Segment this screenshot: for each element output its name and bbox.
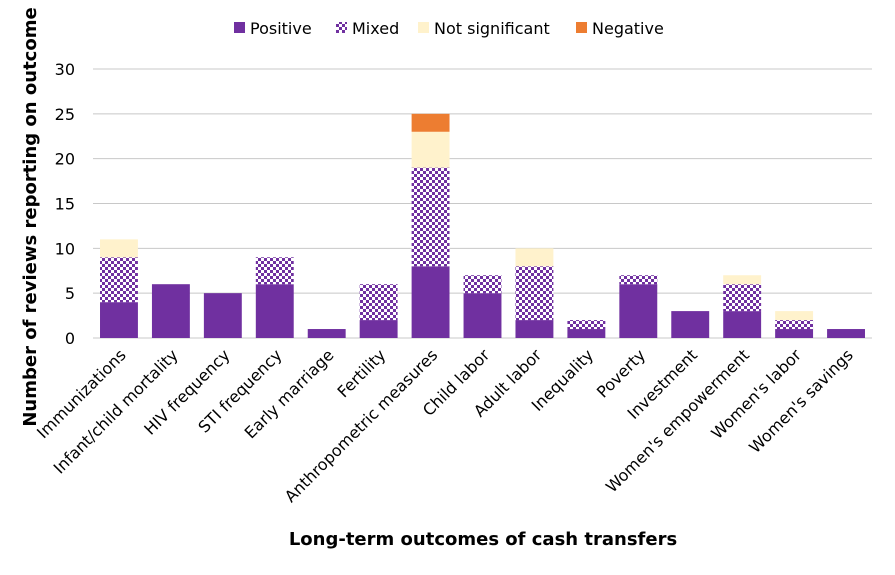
- bar-segment-mixed: [775, 320, 814, 330]
- legend-swatch-not-significant: [418, 22, 429, 33]
- legend-label: Positive: [250, 19, 312, 38]
- y-tick-label: 25: [55, 105, 75, 124]
- bar-segment-positive: [359, 320, 398, 338]
- bar-segment-mixed: [567, 320, 606, 330]
- bar-segment-mixed: [411, 167, 450, 267]
- bar-segment-not-significant: [775, 311, 814, 321]
- bar-segment-positive: [255, 284, 294, 338]
- bar-segment-positive: [723, 311, 762, 338]
- legend-swatch-positive: [234, 22, 245, 33]
- legend-swatch-mixed: [336, 22, 347, 33]
- x-tick-label: Early marriage: [241, 345, 338, 442]
- bar-segment-mixed: [463, 275, 502, 294]
- y-tick-label: 10: [55, 239, 75, 258]
- bar-segment-positive: [619, 284, 658, 338]
- x-tick-label: Immunizations: [33, 345, 130, 442]
- bar-segment-not-significant: [723, 275, 762, 285]
- bar-segment-mixed: [723, 284, 762, 312]
- y-tick-labels: 0 5 10 15 20 25 30: [55, 60, 75, 348]
- x-tick-label: Women's labor: [707, 345, 805, 443]
- bars: [100, 113, 865, 338]
- bar-segment-positive: [827, 329, 865, 338]
- y-tick-label: 20: [55, 150, 75, 169]
- legend-label: Not significant: [434, 19, 550, 38]
- bar-segment-mixed: [515, 266, 554, 321]
- bar-segment-not-significant: [100, 239, 138, 258]
- bar-segment-positive: [100, 302, 138, 338]
- bar-segment-not-significant: [515, 248, 554, 267]
- bar-segment-positive: [567, 329, 606, 338]
- y-tick-label: 30: [55, 60, 75, 79]
- bar-segment-negative: [411, 113, 450, 132]
- bar-segment-mixed: [100, 257, 138, 303]
- bar-segment-mixed: [619, 275, 658, 285]
- bar-segment-positive: [307, 329, 346, 338]
- legend-label: Mixed: [352, 19, 399, 38]
- bar-segment-mixed: [359, 284, 398, 321]
- x-axis-title: Long-term outcomes of cash transfers: [289, 529, 677, 550]
- bar-segment-positive: [775, 329, 814, 338]
- legend-swatch-negative: [576, 22, 587, 33]
- bar-segment-positive: [515, 320, 554, 338]
- y-tick-label: 15: [55, 195, 75, 214]
- legend: Positive Mixed Not significant Negative: [234, 19, 664, 38]
- y-axis-title: Number of reviews reporting on outcome: [20, 7, 41, 426]
- y-tick-label: 0: [65, 329, 75, 348]
- bar-segment-positive: [203, 293, 242, 338]
- bar-segment-positive: [463, 293, 502, 338]
- bar-segment-positive: [671, 311, 710, 338]
- bar-segment-mixed: [255, 257, 294, 285]
- bar-segment-positive: [411, 266, 450, 338]
- legend-label: Negative: [592, 19, 664, 38]
- y-tick-label: 5: [65, 284, 75, 303]
- bar-segment-not-significant: [411, 131, 450, 168]
- bar-segment-positive: [151, 284, 190, 338]
